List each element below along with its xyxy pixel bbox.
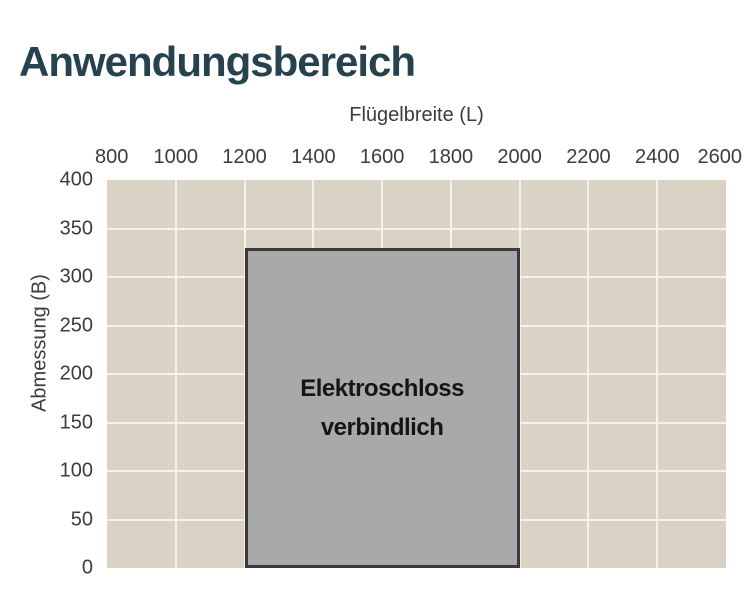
x-axis-tick-labels: 800 1000 1200 1400 1600 1800 2000 2200 2400 2600: [95, 146, 742, 170]
x-tick-label: 1600: [359, 146, 405, 168]
x-tick-label: 2400: [634, 146, 680, 168]
y-tick-label: 200: [59, 362, 93, 385]
y-axis-tick-labels: 0 50 100 150 200 250 300 350 400: [0, 169, 100, 579]
y-tick-label: 350: [59, 217, 93, 239]
x-tick-label: 1800: [428, 146, 474, 168]
y-tick-label: 250: [59, 314, 93, 336]
mandatory-electric-lock-region: Elektroschloss verbindlich: [244, 247, 520, 568]
y-tick-label: 400: [59, 168, 93, 191]
x-tick-label: 1400: [291, 146, 336, 168]
x-tick-label: 2200: [566, 146, 611, 168]
x-tick-label: 1000: [153, 146, 199, 168]
region-label-line: Elektroschloss: [300, 374, 464, 402]
y-tick-label: 300: [59, 265, 93, 288]
horizontal-gridline: [107, 227, 726, 230]
y-tick-label: 150: [59, 411, 93, 433]
x-tick-label: 2600: [697, 146, 743, 168]
x-axis-title: Flügelbreite (L): [349, 104, 484, 126]
plot-area: Elektroschloss verbindlich: [107, 180, 726, 568]
x-tick-label: 2000: [497, 146, 542, 168]
x-tick-label: 800: [94, 146, 129, 168]
region-label-line: verbindlich: [320, 413, 444, 441]
y-tick-label: 100: [59, 459, 93, 482]
x-tick-label: 1200: [222, 146, 267, 168]
y-tick-label: 50: [70, 508, 93, 530]
page-title: Anwendungsbereich: [19, 38, 416, 85]
y-tick-label: 0: [81, 556, 93, 579]
